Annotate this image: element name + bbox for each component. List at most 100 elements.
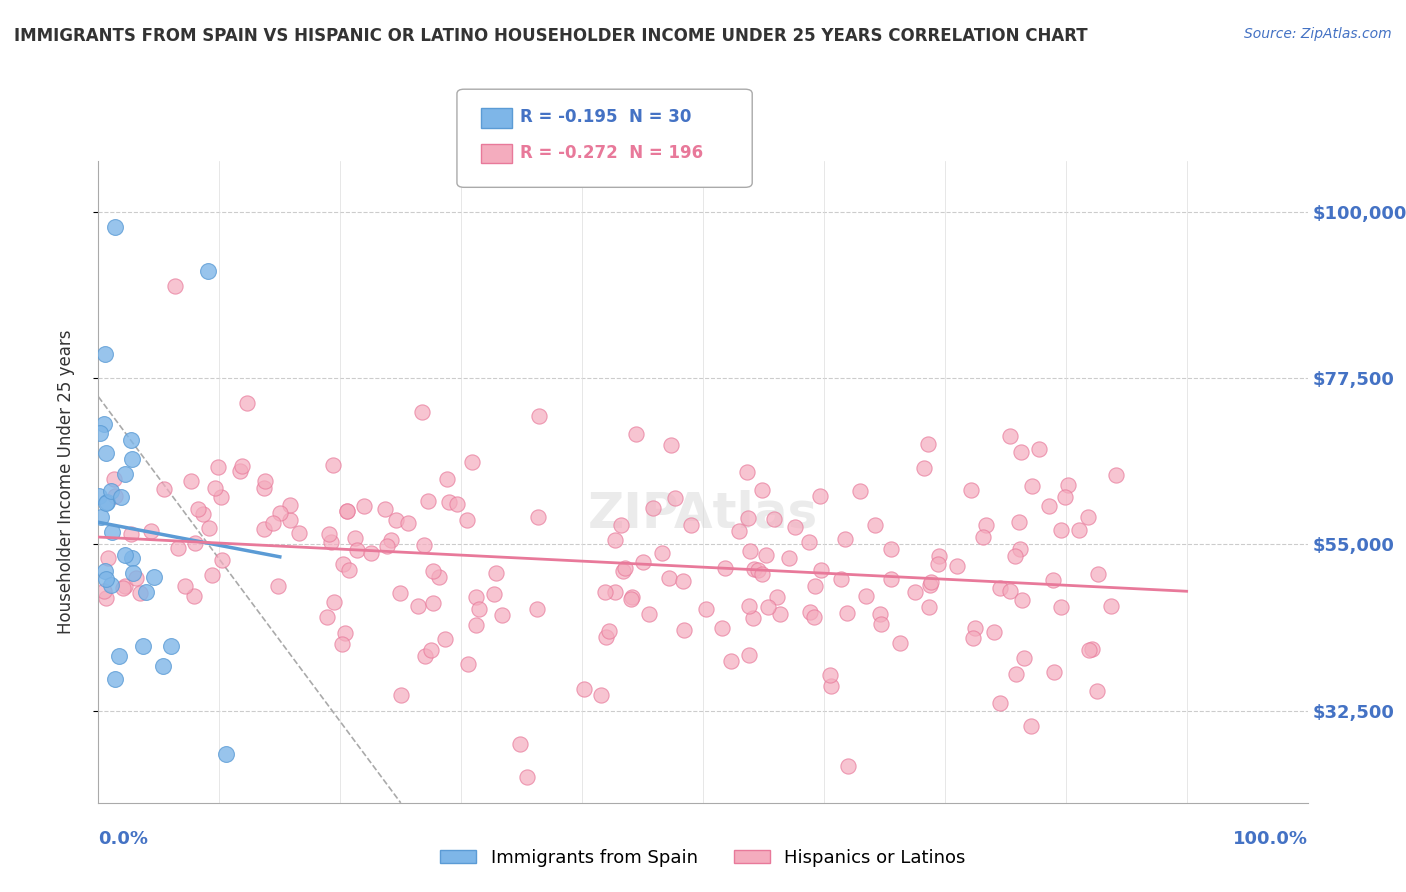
Point	[336, 504, 359, 518]
Point	[638, 607, 661, 622]
Point	[1019, 719, 1042, 733]
Point	[1028, 442, 1050, 456]
Point	[664, 491, 686, 505]
Point	[769, 607, 792, 621]
Point	[572, 681, 595, 696]
Point	[419, 643, 441, 657]
Y-axis label: Householder Income Under 25 years: Householder Income Under 25 years	[56, 329, 75, 634]
Point	[738, 648, 761, 662]
Point	[603, 585, 626, 599]
Point	[737, 511, 759, 525]
Point	[593, 585, 616, 599]
Point	[97, 550, 120, 565]
Point	[104, 489, 127, 503]
Point	[880, 572, 903, 586]
Point	[343, 532, 366, 546]
Point	[810, 563, 832, 577]
Point	[673, 624, 696, 638]
Point	[799, 605, 821, 619]
Point	[336, 504, 359, 518]
Point	[983, 625, 1005, 640]
Point	[93, 417, 115, 431]
Point	[160, 639, 183, 653]
Point	[100, 578, 122, 592]
Point	[125, 571, 148, 585]
Point	[783, 520, 806, 534]
Point	[100, 483, 122, 498]
Point	[100, 524, 122, 539]
Point	[163, 279, 186, 293]
Point	[461, 455, 484, 469]
Text: IMMIGRANTS FROM SPAIN VS HISPANIC OR LATINO HOUSEHOLDER INCOME UNDER 25 YEARS CO: IMMIGRANTS FROM SPAIN VS HISPANIC OR LAT…	[14, 27, 1088, 45]
Point	[330, 637, 353, 651]
Point	[855, 589, 877, 603]
Point	[89, 425, 111, 440]
Text: 100.0%: 100.0%	[1233, 830, 1308, 847]
Point	[1000, 429, 1022, 443]
Point	[174, 579, 197, 593]
Point	[456, 513, 478, 527]
Point	[112, 582, 135, 596]
Point	[322, 458, 344, 473]
Point	[437, 494, 460, 508]
Point	[1101, 599, 1123, 613]
Text: 0.0%: 0.0%	[98, 830, 149, 847]
Point	[946, 559, 969, 574]
Point	[104, 673, 127, 687]
Point	[714, 561, 737, 575]
Point	[1053, 490, 1076, 504]
Point	[333, 625, 356, 640]
Point	[710, 621, 733, 635]
Point	[869, 607, 891, 621]
Text: Source: ZipAtlas.com: Source: ZipAtlas.com	[1244, 27, 1392, 41]
Point	[763, 512, 786, 526]
Point	[90, 509, 112, 524]
Point	[755, 548, 778, 562]
Point	[413, 538, 436, 552]
Point	[918, 600, 941, 615]
Point	[830, 572, 852, 586]
Point	[315, 610, 337, 624]
Point	[960, 483, 983, 497]
Point	[121, 451, 143, 466]
Point	[380, 533, 402, 547]
Point	[820, 668, 842, 682]
Point	[360, 546, 382, 560]
Point	[912, 460, 935, 475]
Point	[671, 574, 693, 588]
Point	[129, 586, 152, 600]
Point	[1011, 593, 1033, 607]
Point	[651, 546, 673, 560]
Point	[332, 557, 354, 571]
Point	[598, 624, 620, 639]
Point	[103, 472, 125, 486]
Point	[1077, 643, 1099, 657]
Point	[720, 654, 742, 668]
Point	[207, 460, 229, 475]
Point	[457, 657, 479, 671]
Point	[927, 557, 949, 571]
Point	[121, 566, 143, 580]
Point	[253, 522, 276, 536]
Point	[920, 578, 942, 592]
Point	[94, 496, 117, 510]
Point	[758, 599, 780, 614]
Point	[620, 590, 643, 604]
Point	[278, 498, 301, 512]
Point	[863, 518, 886, 533]
Point	[375, 539, 398, 553]
Point	[631, 555, 654, 569]
Text: R = -0.195  N = 30: R = -0.195 N = 30	[520, 108, 692, 126]
Point	[337, 563, 360, 577]
Point	[880, 541, 903, 556]
Point	[93, 564, 115, 578]
Point	[114, 467, 136, 481]
Point	[96, 572, 118, 586]
Point	[266, 578, 288, 592]
Point	[778, 551, 800, 566]
Point	[612, 564, 634, 578]
Point	[198, 521, 221, 535]
Point	[1077, 510, 1099, 524]
Point	[288, 525, 311, 540]
Point	[742, 562, 765, 576]
